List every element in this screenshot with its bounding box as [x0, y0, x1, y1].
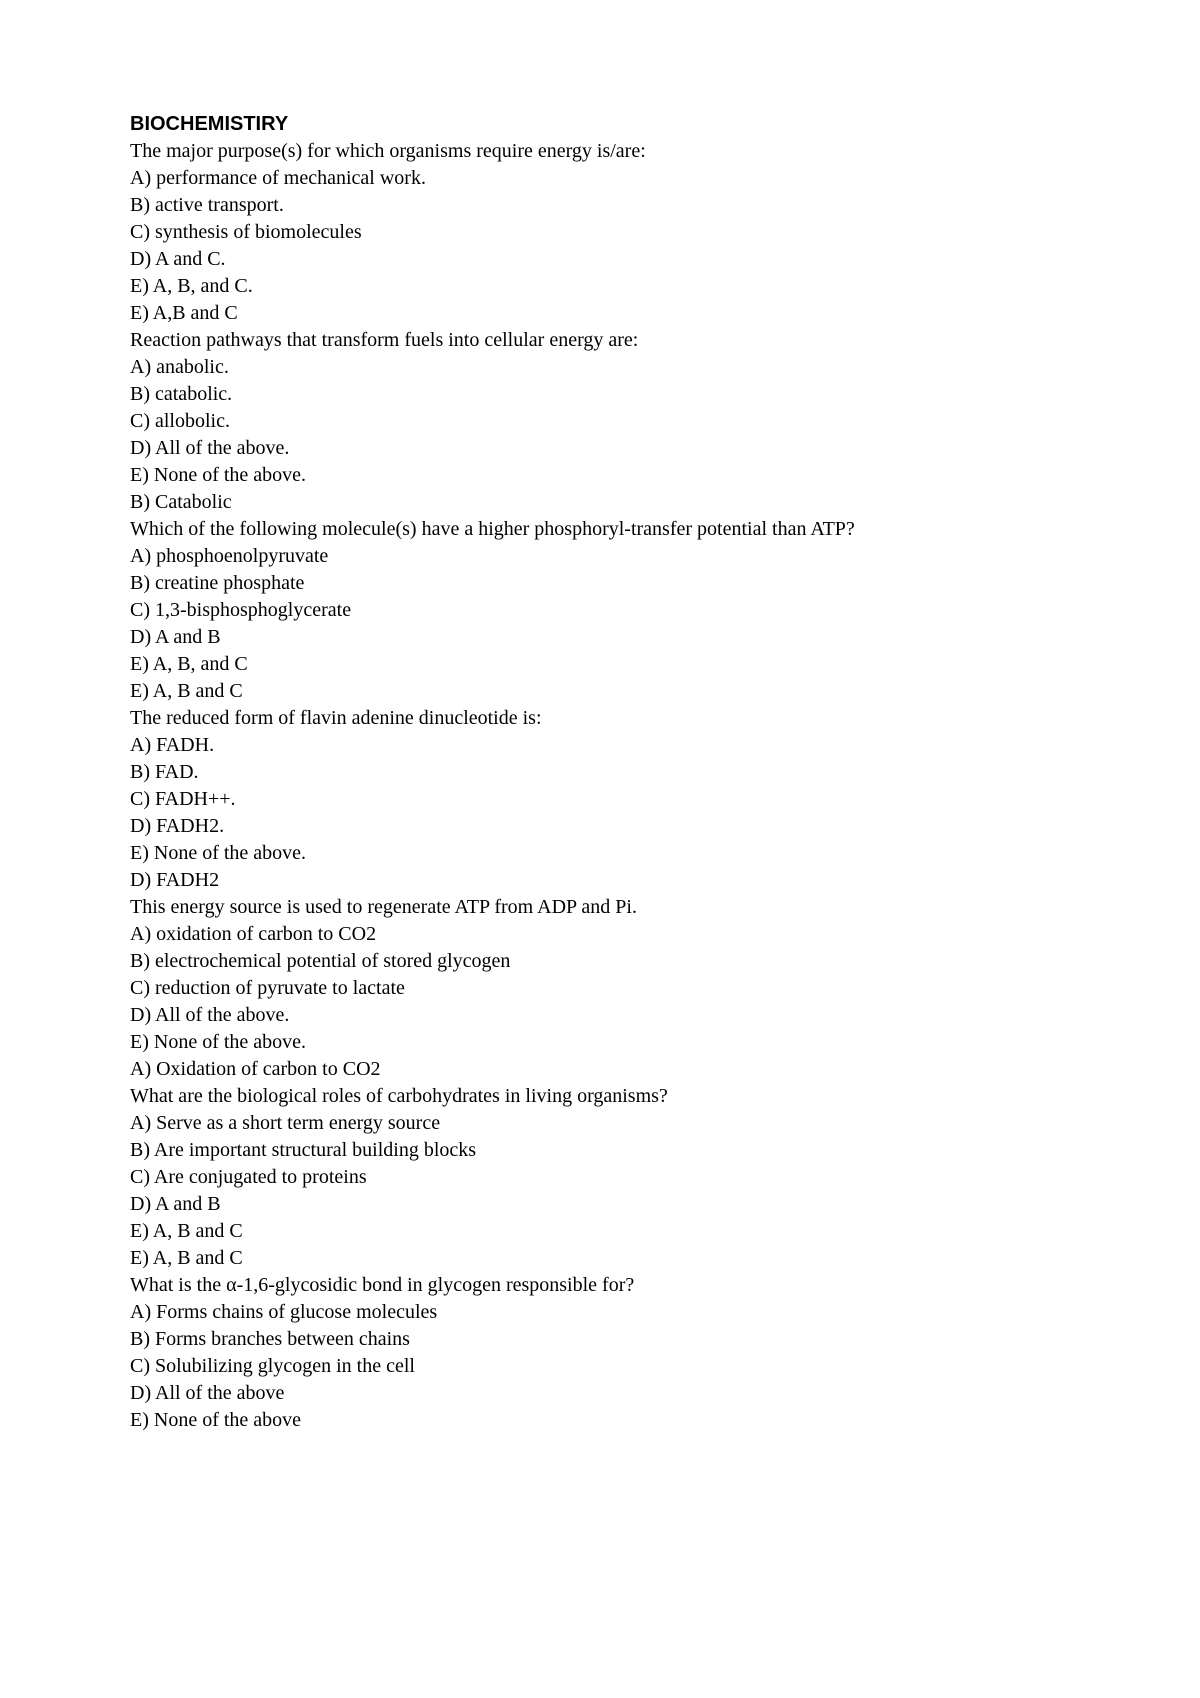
text-line: A) Forms chains of glucose molecules [130, 1299, 1070, 1326]
text-line: E) A, B and C [130, 1245, 1070, 1272]
text-line: E) None of the above. [130, 1029, 1070, 1056]
text-line: B) Catabolic [130, 489, 1070, 516]
text-line: A) performance of mechanical work. [130, 165, 1070, 192]
text-line: E) A, B, and C. [130, 273, 1070, 300]
text-line: A) anabolic. [130, 354, 1070, 381]
text-line: A) phosphoenolpyruvate [130, 543, 1070, 570]
text-line: D) All of the above. [130, 1002, 1070, 1029]
text-line: D) All of the above. [130, 435, 1070, 462]
text-line: D) All of the above [130, 1380, 1070, 1407]
text-line: C) allobolic. [130, 408, 1070, 435]
text-line: C) reduction of pyruvate to lactate [130, 975, 1070, 1002]
text-line: Reaction pathways that transform fuels i… [130, 327, 1070, 354]
text-line: What are the biological roles of carbohy… [130, 1083, 1070, 1110]
text-line: C) Are conjugated to proteins [130, 1164, 1070, 1191]
text-line: B) FAD. [130, 759, 1070, 786]
text-line: E) None of the above. [130, 840, 1070, 867]
text-line: The major purpose(s) for which organisms… [130, 138, 1070, 165]
text-line: A) oxidation of carbon to CO2 [130, 921, 1070, 948]
text-line: D) A and B [130, 1191, 1070, 1218]
text-line: D) A and C. [130, 246, 1070, 273]
text-line: B) electrochemical potential of stored g… [130, 948, 1070, 975]
document-body: The major purpose(s) for which organisms… [130, 138, 1070, 1434]
text-line: C) FADH++. [130, 786, 1070, 813]
text-line: A) Serve as a short term energy source [130, 1110, 1070, 1137]
text-line: B) active transport. [130, 192, 1070, 219]
text-line: What is the α-1,6-glycosidic bond in gly… [130, 1272, 1070, 1299]
text-line: D) A and B [130, 624, 1070, 651]
text-line: E) None of the above. [130, 462, 1070, 489]
text-line: B) creatine phosphate [130, 570, 1070, 597]
text-line: E) None of the above [130, 1407, 1070, 1434]
document-heading: BIOCHEMISTIRY [130, 113, 1070, 136]
text-line: E) A,B and C [130, 300, 1070, 327]
text-line: E) A, B and C [130, 1218, 1070, 1245]
text-line: A) Oxidation of carbon to CO2 [130, 1056, 1070, 1083]
text-line: C) Solubilizing glycogen in the cell [130, 1353, 1070, 1380]
text-line: A) FADH. [130, 732, 1070, 759]
text-line: C) synthesis of biomolecules [130, 219, 1070, 246]
text-line: Which of the following molecule(s) have … [130, 516, 1070, 543]
text-line: C) 1,3-bisphosphoglycerate [130, 597, 1070, 624]
text-line: This energy source is used to regenerate… [130, 894, 1070, 921]
text-line: E) A, B and C [130, 678, 1070, 705]
text-line: E) A, B, and C [130, 651, 1070, 678]
text-line: B) catabolic. [130, 381, 1070, 408]
text-line: B) Forms branches between chains [130, 1326, 1070, 1353]
text-line: The reduced form of flavin adenine dinuc… [130, 705, 1070, 732]
text-line: D) FADH2 [130, 867, 1070, 894]
text-line: B) Are important structural building blo… [130, 1137, 1070, 1164]
text-line: D) FADH2. [130, 813, 1070, 840]
